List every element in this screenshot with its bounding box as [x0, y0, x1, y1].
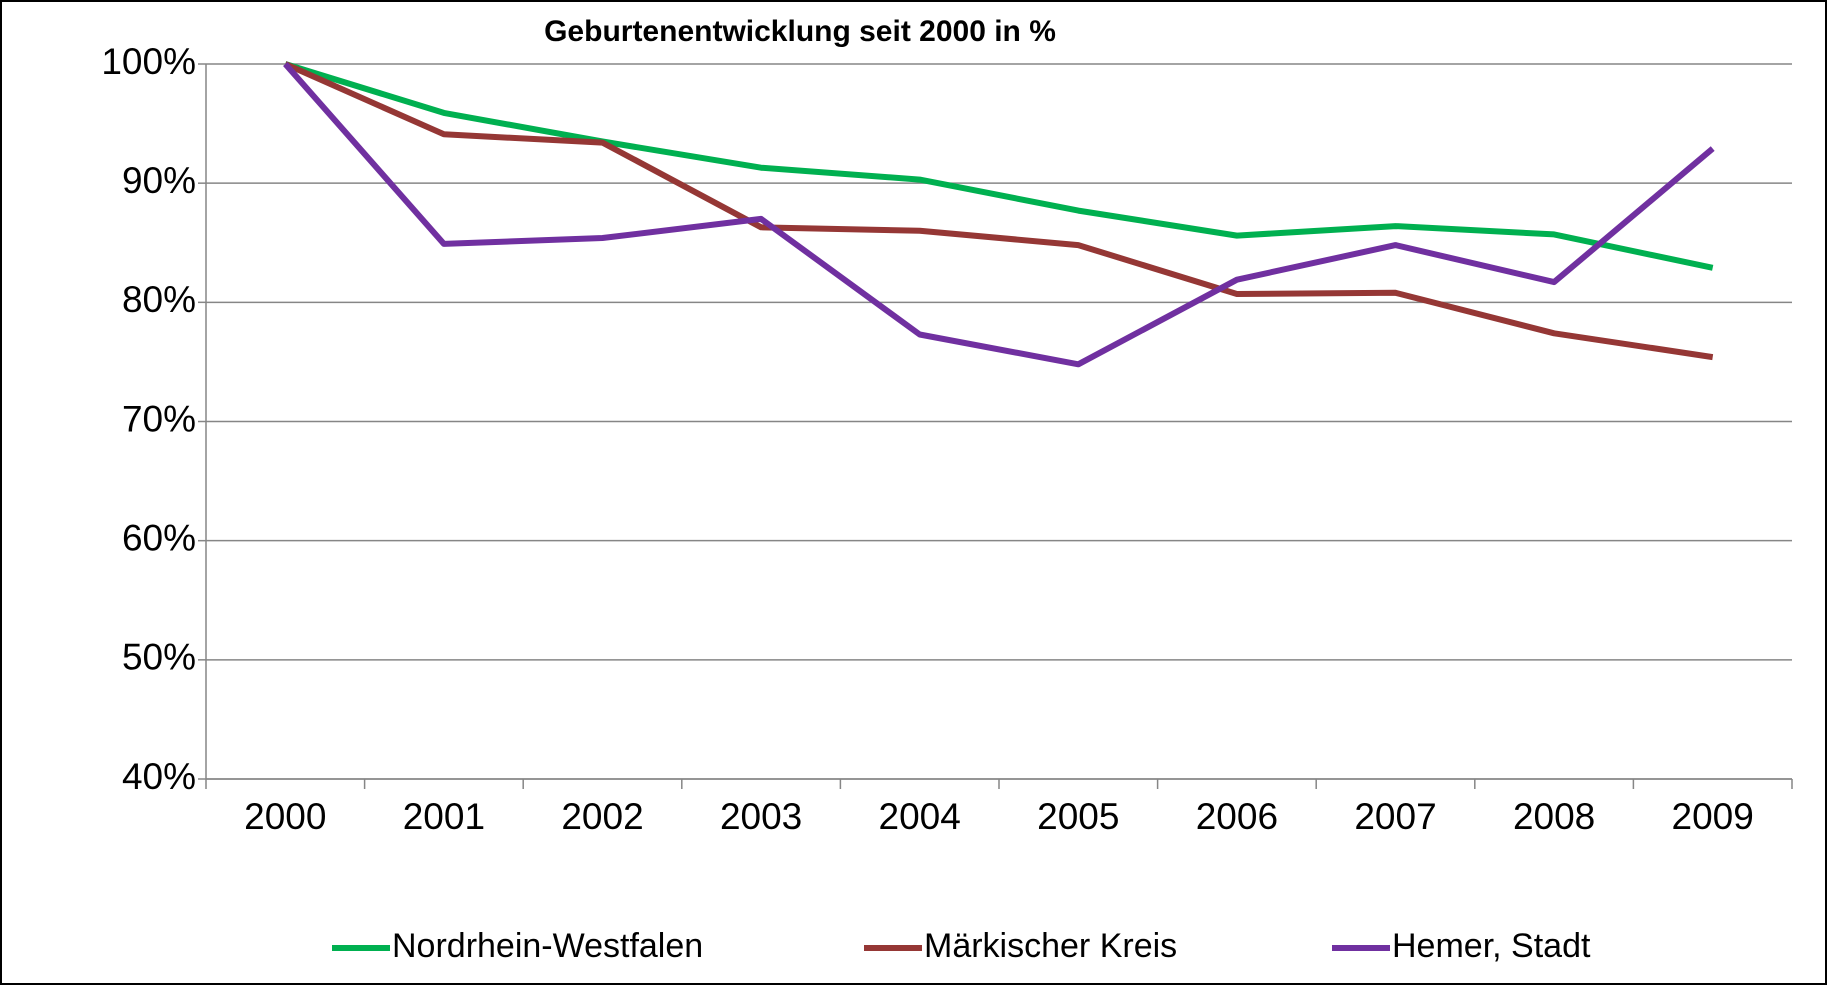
x-tick-label: 2003	[720, 796, 802, 837]
series-line	[284, 61, 1714, 271]
y-tick-label: 70%	[122, 398, 196, 439]
x-tick-label: 2007	[1354, 796, 1436, 837]
x-tick-label: 2008	[1513, 796, 1595, 837]
x-tick-label: 2001	[403, 796, 485, 837]
y-tick-label: 50%	[122, 637, 196, 678]
x-tick-label: 2009	[1672, 796, 1754, 837]
y-tick-label: 100%	[101, 41, 196, 82]
y-tick-label: 90%	[122, 160, 196, 201]
series-line	[283, 62, 1715, 368]
legend-label: Nordrhein-Westfalen	[392, 927, 703, 965]
x-tick-label: 2002	[561, 796, 643, 837]
series-line	[284, 61, 1714, 361]
y-tick-label: 40%	[122, 756, 196, 797]
x-tick-label: 2000	[244, 796, 326, 837]
y-tick-label: 60%	[122, 517, 196, 558]
x-tick-label: 2006	[1196, 796, 1278, 837]
y-tick-label: 80%	[122, 279, 196, 320]
legend-label: Hemer, Stadt	[1392, 927, 1591, 965]
chart-title: Geburtenentwicklung seit 2000 in %	[544, 15, 1056, 48]
x-tick-label: 2004	[879, 796, 961, 837]
x-tick-label: 2005	[1037, 796, 1119, 837]
legend-label: Märkischer Kreis	[924, 927, 1177, 965]
